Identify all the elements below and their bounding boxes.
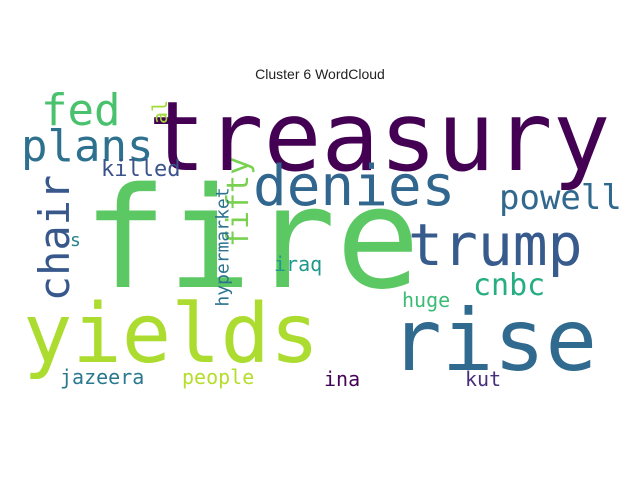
word-treasury: treasury: [148, 81, 611, 193]
word-people: people: [182, 365, 255, 389]
word-ina: ina: [324, 367, 361, 391]
word-huge: huge: [402, 288, 451, 312]
word-al: al: [148, 99, 173, 125]
word-hypermarket: hypermarket: [212, 187, 234, 307]
chart-title: Cluster 6 WordCloud: [255, 66, 385, 82]
word-rise: rise: [390, 291, 598, 391]
word-killed: killed: [101, 157, 181, 182]
word-iraq: iraq: [274, 252, 323, 276]
word-kut: kut: [465, 367, 502, 391]
word-denies: denies: [253, 154, 456, 219]
word-jazeera: jazeera: [60, 365, 145, 389]
word-yields: yields: [23, 287, 320, 382]
word-cloud: treasury fire denies trump rise yields f…: [20, 81, 622, 392]
word-trump: trump: [408, 211, 583, 279]
word-s: s: [70, 230, 81, 251]
word-fire: fire: [83, 158, 421, 321]
word-powell: powell: [499, 178, 622, 218]
word-fed: fed: [41, 85, 121, 136]
word-cnbc: cnbc: [473, 268, 546, 303]
word-plans: plans: [21, 121, 154, 172]
